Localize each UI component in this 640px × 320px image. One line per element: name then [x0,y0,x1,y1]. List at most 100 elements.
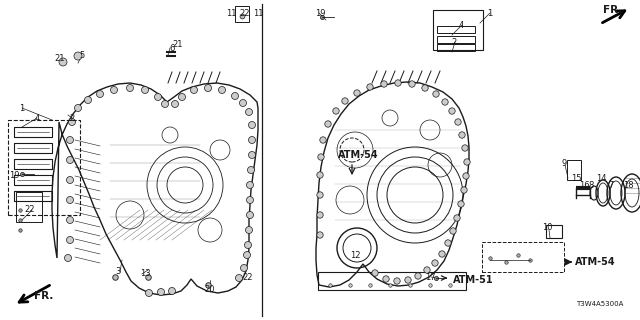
Circle shape [67,156,74,164]
Bar [437,44,475,51]
Circle shape [320,137,326,143]
Text: 12: 12 [349,251,360,260]
Circle shape [246,181,253,188]
Text: 7: 7 [608,180,614,189]
Text: ATM-51: ATM-51 [453,275,493,285]
Bar [8,120,80,215]
Text: 5: 5 [79,51,84,60]
Circle shape [394,278,400,284]
Bar [16,192,42,222]
Circle shape [354,90,360,96]
Text: 9: 9 [561,158,566,167]
Circle shape [455,119,461,125]
Text: 21: 21 [173,39,183,49]
Circle shape [248,151,255,158]
Circle shape [145,290,152,297]
Circle shape [342,98,348,104]
Circle shape [459,132,465,138]
Text: 4: 4 [35,114,40,123]
Text: 19: 19 [9,171,19,180]
Bar [14,159,52,169]
Circle shape [244,242,252,249]
Circle shape [179,93,186,100]
Text: 15: 15 [571,173,581,182]
Circle shape [439,251,445,257]
Text: 2: 2 [69,114,75,123]
Bar [14,191,52,201]
Circle shape [191,86,198,93]
Text: 1: 1 [19,103,24,113]
Circle shape [318,154,324,160]
Circle shape [462,145,468,151]
Bar [546,225,562,238]
Circle shape [383,276,389,282]
Text: 13: 13 [140,269,150,278]
Circle shape [317,232,323,238]
Circle shape [141,86,148,93]
Text: 8: 8 [588,180,594,189]
Text: 4: 4 [458,20,463,29]
Circle shape [127,84,134,92]
Circle shape [218,86,225,93]
Circle shape [333,108,339,114]
Circle shape [367,84,373,90]
Text: 11: 11 [253,9,263,18]
Circle shape [246,212,253,219]
Text: 17: 17 [425,273,435,282]
Text: T3W4A5300A: T3W4A5300A [576,301,624,307]
Bar [567,160,581,180]
Circle shape [461,187,467,193]
Circle shape [241,265,248,271]
Circle shape [67,196,74,204]
Circle shape [463,173,469,179]
Bar [14,175,52,185]
Circle shape [433,91,439,97]
Circle shape [450,228,456,234]
Circle shape [395,80,401,86]
Text: 2: 2 [451,37,456,46]
Text: 20: 20 [205,285,215,294]
Circle shape [325,121,332,127]
Bar [437,26,475,33]
Circle shape [317,192,323,198]
Text: 22: 22 [25,205,35,214]
Circle shape [405,277,412,283]
Circle shape [409,81,415,87]
Text: 6: 6 [170,44,175,52]
Bar [14,143,52,153]
Text: 10: 10 [541,223,552,233]
Circle shape [246,196,253,204]
Bar [14,127,52,137]
Circle shape [248,122,255,129]
Circle shape [422,85,428,91]
Circle shape [372,270,378,276]
Text: 22: 22 [240,9,250,18]
Circle shape [172,100,179,108]
Circle shape [236,275,243,282]
Text: FR.: FR. [604,5,623,15]
Text: 14: 14 [596,173,606,182]
Circle shape [154,93,161,100]
Circle shape [442,99,448,105]
Bar [437,36,475,43]
Text: 16: 16 [579,180,589,189]
Circle shape [232,92,239,100]
Text: 1: 1 [488,9,493,18]
Circle shape [317,212,323,218]
Text: FR.: FR. [35,291,54,301]
Circle shape [67,137,74,143]
Circle shape [74,105,81,111]
Circle shape [161,100,168,108]
Circle shape [248,166,255,173]
Circle shape [243,252,250,259]
Text: ATM-54: ATM-54 [338,150,378,160]
Circle shape [67,217,74,223]
Circle shape [415,273,421,279]
Text: ATM-54: ATM-54 [575,257,616,267]
Circle shape [157,289,164,295]
Text: 18: 18 [623,180,634,189]
Circle shape [205,84,211,92]
Circle shape [381,81,387,87]
Bar [235,6,249,22]
Circle shape [74,52,82,60]
